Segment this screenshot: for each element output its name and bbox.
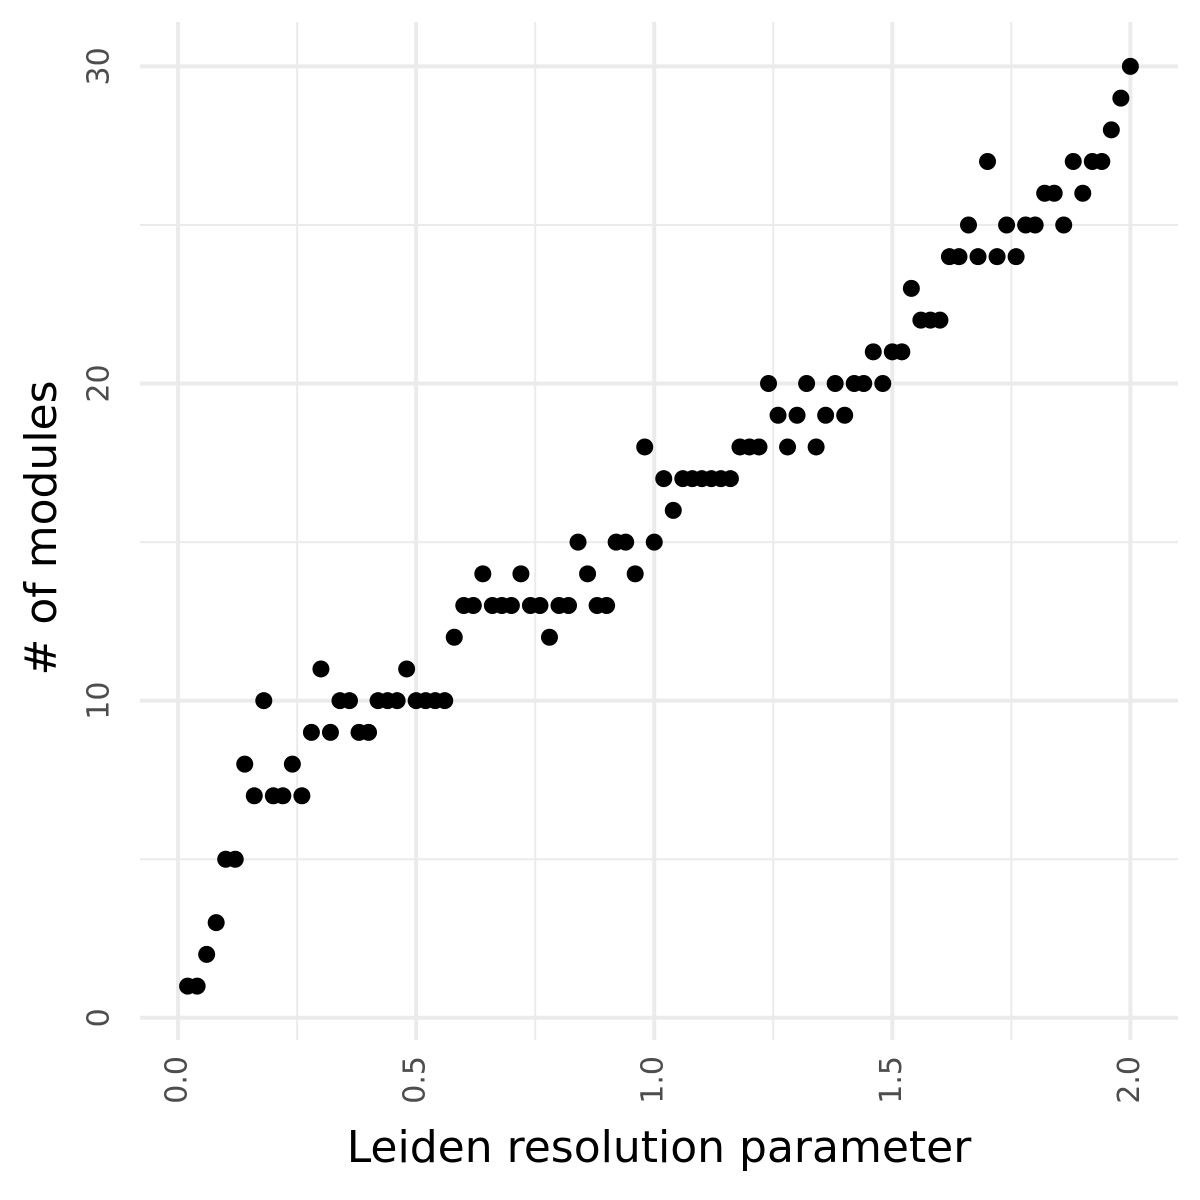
point xyxy=(721,470,739,488)
y-axis-title: # of modules xyxy=(16,380,67,675)
point xyxy=(474,565,492,583)
point xyxy=(769,406,787,424)
x-tick-label: 1.5 xyxy=(874,1056,909,1104)
point xyxy=(226,850,244,868)
point xyxy=(760,375,778,393)
point xyxy=(312,660,330,678)
x-tick-label: 0.0 xyxy=(160,1056,195,1104)
point xyxy=(341,692,359,710)
point xyxy=(788,406,806,424)
point xyxy=(512,565,530,583)
point xyxy=(1093,153,1111,171)
point xyxy=(636,438,654,456)
point xyxy=(798,375,816,393)
point xyxy=(445,628,463,646)
point xyxy=(969,248,987,266)
y-tick-label: 0 xyxy=(82,1008,117,1027)
point xyxy=(1007,248,1025,266)
x-axis-title: Leiden resolution parameter xyxy=(347,1122,973,1173)
point xyxy=(245,787,263,805)
point xyxy=(560,597,578,615)
point xyxy=(502,597,520,615)
point xyxy=(321,723,339,741)
point xyxy=(436,692,454,710)
point xyxy=(1074,184,1092,202)
point xyxy=(998,216,1016,234)
x-tick-label: 0.5 xyxy=(398,1056,433,1104)
point xyxy=(931,311,949,329)
point xyxy=(274,787,292,805)
point xyxy=(645,533,663,551)
x-tick-label: 2.0 xyxy=(1112,1056,1147,1104)
point xyxy=(874,375,892,393)
point xyxy=(598,597,616,615)
point xyxy=(198,945,216,963)
y-tick-label: 10 xyxy=(82,682,117,720)
point xyxy=(864,343,882,361)
point xyxy=(188,977,206,995)
point xyxy=(1045,184,1063,202)
point xyxy=(836,406,854,424)
point xyxy=(464,597,482,615)
point xyxy=(826,375,844,393)
point xyxy=(979,153,997,171)
point xyxy=(807,438,825,456)
point xyxy=(302,723,320,741)
point xyxy=(988,248,1006,266)
point xyxy=(398,660,416,678)
point xyxy=(1055,216,1073,234)
point xyxy=(664,501,682,519)
x-tick-label: 1.0 xyxy=(636,1056,671,1104)
point xyxy=(626,565,644,583)
y-tick-label: 30 xyxy=(82,47,117,85)
point xyxy=(540,628,558,646)
point xyxy=(750,438,768,456)
point xyxy=(779,438,797,456)
point xyxy=(579,565,597,583)
point xyxy=(1102,121,1120,139)
y-tick-label: 20 xyxy=(82,364,117,402)
point xyxy=(1064,153,1082,171)
point xyxy=(207,914,225,932)
point xyxy=(1112,89,1130,107)
point xyxy=(817,406,835,424)
point xyxy=(617,533,635,551)
point xyxy=(959,216,977,234)
point xyxy=(388,692,406,710)
point xyxy=(893,343,911,361)
point xyxy=(655,470,673,488)
point xyxy=(255,692,273,710)
point xyxy=(1121,57,1139,75)
point xyxy=(950,248,968,266)
point xyxy=(569,533,587,551)
point xyxy=(293,787,311,805)
point xyxy=(531,597,549,615)
point xyxy=(236,755,254,773)
point xyxy=(1026,216,1044,234)
point xyxy=(902,279,920,297)
point xyxy=(360,723,378,741)
point xyxy=(283,755,301,773)
point xyxy=(855,375,873,393)
